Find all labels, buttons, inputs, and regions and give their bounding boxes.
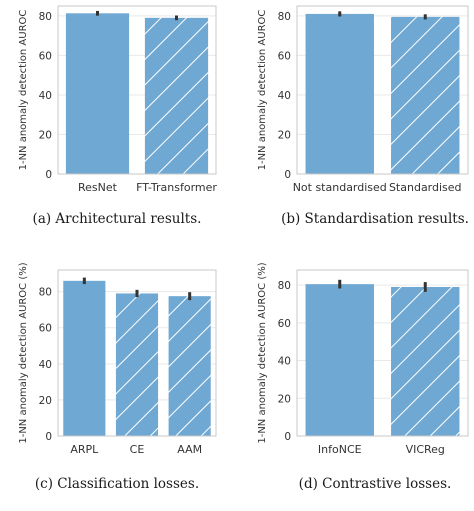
y-tick-label: 80 [278,280,291,292]
y-tick-label: 60 [39,50,52,62]
bar-vicreg [391,286,460,436]
y-tick-label: 80 [39,11,52,23]
x-tick-label: CE [130,443,145,456]
bar-standardised [391,16,460,174]
axes-frame [57,269,217,437]
axes-frame [296,5,469,175]
bar-aam [168,296,211,436]
bar-not-standardised [305,13,374,174]
subfigure-caption: (a) Architectural results. [33,211,202,227]
y-tick-label: 20 [278,393,291,405]
y-axis-label: 1-NN anomaly detection AUROC [18,10,29,171]
bar-resnet [65,13,130,174]
bar-infonce [305,284,374,436]
y-tick-label: 40 [39,90,52,102]
y-tick-label: 20 [39,129,52,141]
bar-ft-transformer [144,17,209,174]
x-tick-label: AAM [177,443,202,456]
bar-ce [115,293,159,436]
chart-panel-4: 0 20 40 60 80 InfoNCE VICReg 1-NN anomaly detec… [257,262,469,492]
y-tick-label: 0 [45,169,52,181]
y-tick-label: 80 [278,11,291,23]
y-axis-label: 1-NN anomaly detection AUROC (%) [18,262,29,443]
y-axis-label: 1-NN anomaly detection AUROC (%) [257,262,268,443]
x-tick-label: FT-Transformer [136,181,217,194]
y-tick-label: 0 [45,431,52,443]
y-tick-label: 20 [39,395,52,407]
y-tick-label: 80 [39,287,52,299]
subfigure-caption: (b) Standardisation results. [281,211,469,227]
chart-panel-2: 0 20 40 60 80 Not standardised Standardised 1-N… [257,5,469,227]
y-axis-label: 1-NN anomaly detection AUROC [257,10,268,171]
x-tick-label: Not standardised [293,181,387,194]
y-tick-label: 20 [278,129,291,141]
axes-frame [296,269,469,437]
chart-panel-1: 0 20 40 60 80 ResNet FT-Transformer 1-NN anomal… [18,5,217,227]
y-tick-label: 0 [284,169,291,181]
x-tick-label: VICReg [406,443,445,456]
x-tick-label: ResNet [78,181,118,194]
y-tick-label: 40 [39,359,52,371]
bar-arpl [63,280,106,436]
x-tick-label: InfoNCE [318,443,362,456]
y-tick-label: 60 [278,318,291,330]
y-tick-label: 60 [39,323,52,335]
y-tick-label: 40 [278,90,291,102]
y-tick-label: 0 [284,431,291,443]
subfigure-caption: (d) Contrastive losses. [299,476,452,492]
axes-frame [57,5,217,175]
subfigure-caption: (c) Classification losses. [35,476,199,492]
y-tick-label: 40 [278,356,291,368]
chart-panel-3: 0 20 40 60 80 ARPL CE AAM 1-NN anomaly detection… [18,262,217,492]
x-tick-label: ARPL [70,443,99,456]
x-tick-label: Standardised [389,181,462,194]
y-tick-label: 60 [278,50,291,62]
